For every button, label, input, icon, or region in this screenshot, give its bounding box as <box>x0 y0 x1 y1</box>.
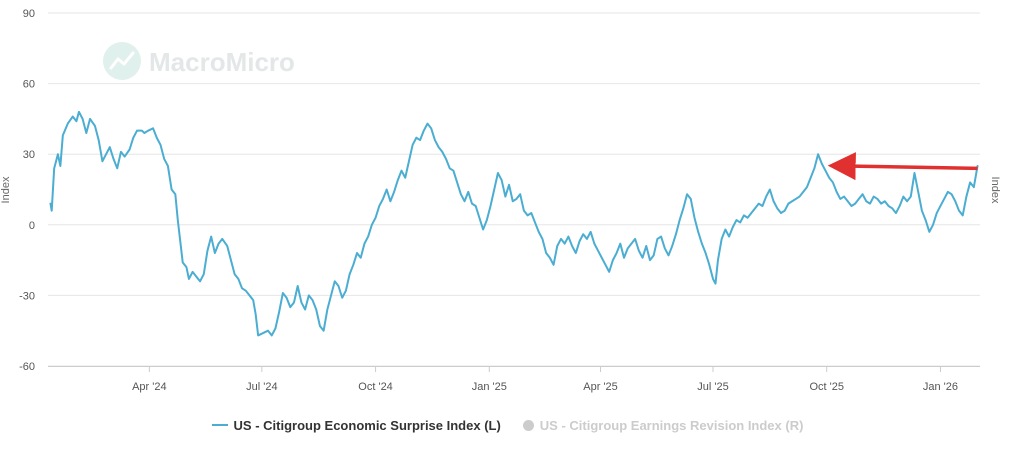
watermark-text: MacroMicro <box>149 47 295 77</box>
x-tick-label: Jul '24 <box>246 381 277 393</box>
legend-item-label: US - Citigroup Earnings Revision Index (… <box>539 417 804 433</box>
x-tick-label: Apr '25 <box>583 381 618 393</box>
x-tick-label: Jan '25 <box>472 381 507 393</box>
y-axis-right-label: Index <box>989 177 1001 204</box>
legend-item-label: US - Citigroup Economic Surprise Index (… <box>233 417 501 433</box>
legend-item-economic-surprise[interactable]: US - Citigroup Economic Surprise Index (… <box>211 417 501 433</box>
legend: US - Citigroup Economic Surprise Index (… <box>0 413 1015 437</box>
x-axis-ticks: Apr '24 Jul '24 Oct '24 Jan '25 Apr '25 Jul '… <box>132 366 958 393</box>
series-layer <box>49 110 979 337</box>
y-tick-label: 0 <box>29 220 35 232</box>
y-tick-label: 30 <box>23 149 35 161</box>
y-tick-label: 90 <box>23 8 35 20</box>
annotation-layer <box>827 152 978 181</box>
legend-line-swatch <box>211 424 228 426</box>
x-tick-label: Jul '25 <box>697 381 728 393</box>
watermark: MacroMicro <box>103 42 295 80</box>
x-tick-label: Apr '24 <box>132 381 167 393</box>
annotation-arrow <box>827 152 978 181</box>
x-tick-label: Oct '24 <box>358 381 393 393</box>
y-tick-label: -30 <box>19 290 35 302</box>
y-axis-ticks: -60 -30 0 30 60 90 <box>19 8 35 373</box>
x-tick-label: Jan '26 <box>923 381 958 393</box>
legend-item-earnings-revision[interactable]: US - Citigroup Earnings Revision Index (… <box>522 417 804 433</box>
series-line-0 <box>49 110 979 337</box>
watermark-logo-chart-icon <box>109 51 135 70</box>
y-axis-left-label: Index <box>0 176 12 203</box>
grid-lines <box>48 12 980 367</box>
y-tick-label: 60 <box>23 79 35 91</box>
y-tick-label: -60 <box>19 361 35 373</box>
legend-dot-swatch <box>522 419 534 431</box>
x-tick-label: Oct '25 <box>809 381 844 393</box>
